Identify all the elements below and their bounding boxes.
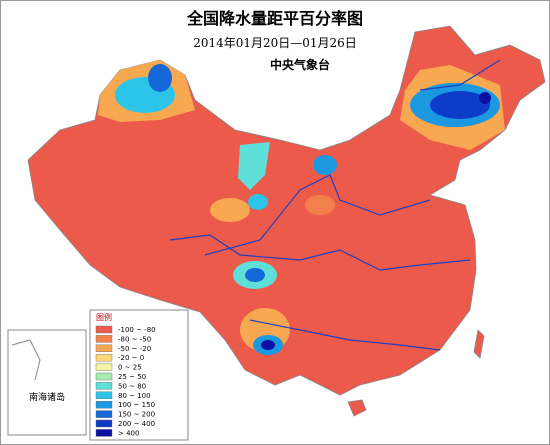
inset-coast (11, 339, 41, 381)
legend: -100 ~ -80-80 ~ -50 -50 ~ -20-20 ~ 0 0 ~ 2… (95, 325, 156, 437)
subtitle: 2014年01月20日—01月26日 (193, 36, 357, 50)
patch (313, 155, 337, 175)
river (169, 234, 471, 271)
legend-label: > 400 (118, 429, 139, 437)
river (249, 319, 441, 351)
legend-label: 25 ~ 50 (118, 373, 146, 381)
legend-swatch (95, 419, 113, 428)
patch (430, 91, 490, 119)
taiwan (473, 329, 485, 359)
legend-label: 50 ~ 80 (118, 382, 146, 390)
legend-swatch (95, 391, 113, 399)
rivers (169, 59, 501, 351)
legend-label: -50 ~ -20 (118, 345, 151, 353)
legend-swatch (95, 429, 113, 437)
legend-swatch (95, 372, 113, 381)
title: 全国降水量距平百分率图 (186, 9, 363, 28)
legend-swatch (95, 363, 113, 371)
patch (305, 195, 335, 215)
patch (248, 194, 268, 210)
legend-swatch (95, 344, 113, 352)
anomaly-patches (98, 60, 505, 355)
source: 中央气象台 (270, 57, 330, 72)
river (419, 59, 501, 91)
patch (210, 198, 250, 222)
legend-swatch (95, 382, 113, 390)
patch (238, 142, 270, 190)
legend-swatch (95, 335, 113, 343)
patch (245, 268, 265, 282)
legend-swatch (95, 410, 113, 418)
legend-title: 图例 (96, 312, 112, 322)
patch (261, 340, 275, 350)
legend-label: -20 ~ 0 (118, 354, 144, 362)
river (204, 174, 431, 256)
legend-label: 0 ~ 25 (118, 364, 142, 372)
hainan (347, 399, 367, 417)
legend-label: 200 ~ 400 (118, 420, 155, 428)
inset-frame (7, 329, 87, 436)
legend-label: 150 ~ 200 (118, 411, 155, 419)
inset-label: 南海诸岛 (29, 391, 65, 403)
legend-swatch (95, 401, 113, 409)
legend-label: -100 ~ -80 (118, 326, 156, 334)
legend-label: 80 ~ 100 (118, 392, 151, 400)
legend-swatch (95, 354, 113, 362)
legend-swatch (95, 325, 113, 334)
legend-label: -80 ~ -50 (118, 335, 151, 343)
patch (479, 92, 491, 104)
legend-label: 100 ~ 150 (118, 401, 155, 409)
patch (148, 64, 172, 92)
